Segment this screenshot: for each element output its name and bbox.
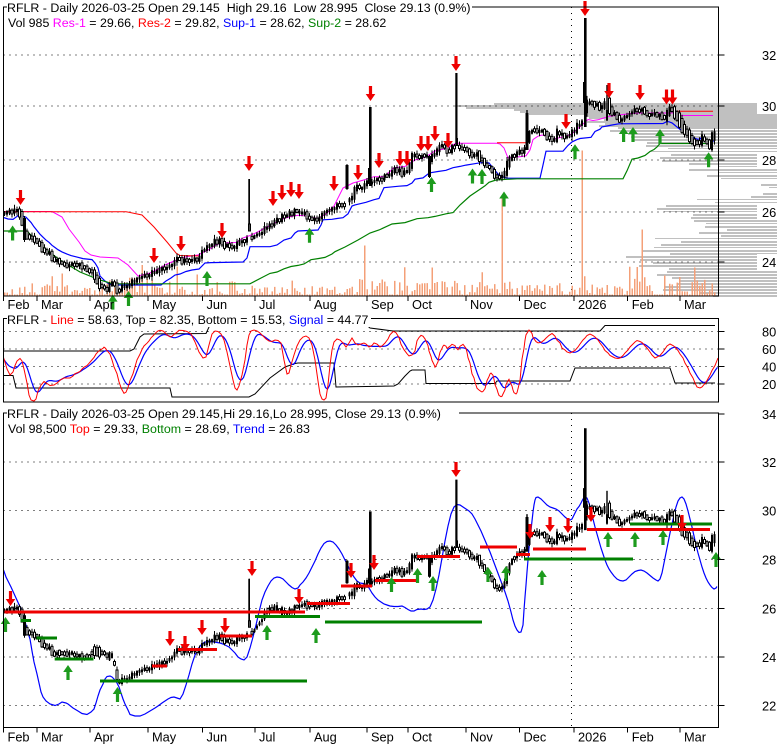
svg-text:30: 30 xyxy=(762,99,776,114)
svg-text:2026: 2026 xyxy=(578,730,606,745)
svg-text:Jul: Jul xyxy=(259,297,275,312)
svg-text:Mar: Mar xyxy=(41,730,64,745)
svg-text:22: 22 xyxy=(762,699,776,714)
svg-text:May: May xyxy=(152,730,177,745)
svg-text:24: 24 xyxy=(762,650,776,665)
svg-text:Feb: Feb xyxy=(8,730,30,745)
svg-text:Oct: Oct xyxy=(412,730,432,745)
svg-text:40: 40 xyxy=(762,360,776,375)
svg-text:RFLR - Daily 2026-03-25 Open 2: RFLR - Daily 2026-03-25 Open 29.145 High… xyxy=(7,1,471,15)
svg-text:Feb: Feb xyxy=(632,297,654,312)
svg-text:2026: 2026 xyxy=(578,297,606,312)
svg-text:Feb: Feb xyxy=(8,297,30,312)
svg-text:Nov: Nov xyxy=(470,730,493,745)
svg-text:60: 60 xyxy=(762,342,776,357)
svg-text:May: May xyxy=(152,297,177,312)
svg-text:Mar: Mar xyxy=(684,730,707,745)
svg-text:Aug: Aug xyxy=(314,297,337,312)
svg-text:Aug: Aug xyxy=(314,730,337,745)
svg-text:32: 32 xyxy=(762,48,776,63)
svg-text:Feb: Feb xyxy=(632,730,654,745)
svg-text:RFLR - Line = 58.63, Top = 82.: RFLR - Line = 58.63, Top = 82.35, Bottom… xyxy=(7,313,369,327)
svg-text:Sep: Sep xyxy=(371,297,394,312)
svg-text:32: 32 xyxy=(762,455,776,470)
svg-text:Mar: Mar xyxy=(41,297,64,312)
svg-text:28: 28 xyxy=(762,153,776,168)
svg-text:RFLR - Daily 2026-03-25 Open 2: RFLR - Daily 2026-03-25 Open 29.145,Hi 2… xyxy=(7,407,441,421)
svg-text:Sep: Sep xyxy=(371,730,394,745)
svg-text:Dec: Dec xyxy=(524,730,547,745)
svg-text:Oct: Oct xyxy=(412,297,432,312)
svg-text:26: 26 xyxy=(762,205,776,220)
svg-text:Apr: Apr xyxy=(94,297,115,312)
svg-text:20: 20 xyxy=(762,377,776,392)
svg-text:Jul: Jul xyxy=(259,730,275,745)
svg-text:Nov: Nov xyxy=(470,297,493,312)
svg-text:Jun: Jun xyxy=(207,297,228,312)
svg-text:Vol 98,500 Top = 29.33, Bottom: Vol 98,500 Top = 29.33, Bottom = 28.69, … xyxy=(8,422,310,436)
svg-text:Apr: Apr xyxy=(94,730,115,745)
svg-text:24: 24 xyxy=(762,255,776,270)
svg-text:Dec: Dec xyxy=(524,297,547,312)
svg-text:Vol 985 Res-1 = 29.66, Res-2 =: Vol 985 Res-1 = 29.66, Res-2 = 29.82, Su… xyxy=(8,16,386,30)
svg-text:Jun: Jun xyxy=(207,730,228,745)
svg-text:34: 34 xyxy=(762,407,776,422)
svg-text:30: 30 xyxy=(762,504,776,519)
svg-text:80: 80 xyxy=(762,325,776,340)
svg-text:Mar: Mar xyxy=(684,297,707,312)
svg-text:26: 26 xyxy=(762,602,776,617)
svg-text:28: 28 xyxy=(762,553,776,568)
